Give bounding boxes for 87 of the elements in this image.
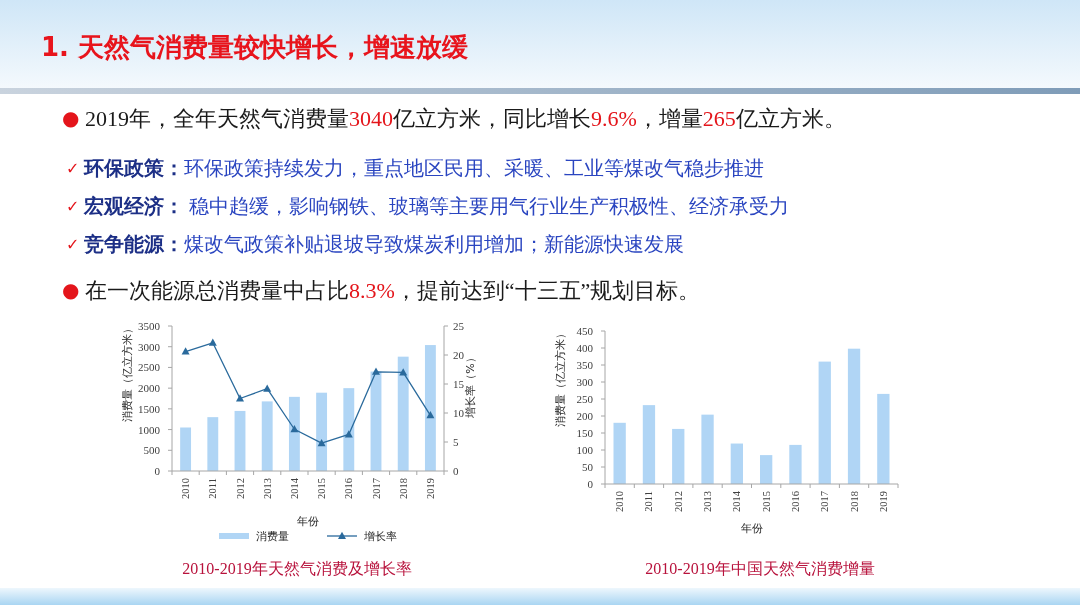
x-tick-label: 2019	[424, 478, 436, 499]
y-tick-label: 500	[143, 444, 161, 457]
bar	[424, 345, 436, 471]
y-tick-label: 150	[576, 427, 594, 439]
bar	[672, 428, 685, 484]
text: 2010-2019年天然气消费及增长率	[182, 559, 412, 577]
y-tick-label: 0	[587, 478, 594, 490]
point	[236, 394, 244, 402]
x-tick-label: 2010	[614, 491, 626, 512]
y-tick-label: 0	[154, 465, 161, 477]
x-tick-label: 2018	[397, 478, 409, 499]
x-tick-label: 2010	[180, 478, 192, 499]
y-tick-label: 350	[576, 359, 594, 371]
point	[290, 425, 299, 433]
x-axis-title: 年份	[297, 514, 319, 528]
x-tick-label: 2019	[877, 491, 889, 512]
point	[317, 438, 326, 447]
x-tick-label: 2014	[288, 477, 300, 499]
bar	[613, 422, 626, 484]
y-axis-title: 消费量（亿立方米）	[120, 322, 134, 422]
point	[372, 367, 380, 375]
y2-tick-label: 10	[453, 407, 465, 419]
bar	[180, 427, 192, 471]
x-tick-label: 2011	[207, 478, 219, 499]
x-tick-label: 2017	[819, 491, 831, 512]
y2-tick-label: 20	[453, 349, 465, 361]
x-tick-label: 2015	[316, 478, 328, 499]
bar	[207, 417, 219, 471]
text: ✓ 环保政策：环保政策持续发力，重点地区民用、采暖、工业等煤改气稳步推进	[66, 157, 765, 179]
point	[426, 411, 435, 419]
bar	[397, 356, 409, 471]
bar	[261, 401, 273, 471]
x-tick-label: 2013	[702, 491, 714, 512]
y-tick-label: 2000	[138, 382, 161, 395]
x-axis-title: 年份	[740, 521, 763, 535]
bar	[847, 348, 861, 484]
y2-tick-label: 5	[453, 436, 459, 448]
y-tick-label: 1000	[138, 423, 161, 436]
text: 2010-2019年中国天然气消费增量	[645, 559, 875, 577]
y-tick-label: 200	[576, 410, 594, 422]
y-tick-label: 3000	[138, 340, 161, 353]
bar	[877, 393, 890, 484]
y-tick-label: 2500	[138, 361, 161, 374]
text: 1. 天然气消费量较快增长，增速放缓	[41, 32, 469, 62]
y-axis-title: 消费量（亿立方米）	[553, 327, 567, 427]
y-tick-label: 400	[576, 342, 594, 354]
bar	[288, 396, 300, 471]
y2-tick-label: 0	[453, 465, 459, 477]
bar	[789, 444, 802, 484]
text: ● 2019年，全年天然气消费量3040亿立方米，同比增长9.6%，增量265亿立方米。	[62, 105, 846, 131]
bar	[343, 388, 355, 471]
x-tick-label: 2014	[731, 490, 743, 512]
y-tick-label: 100	[576, 444, 594, 456]
y2-tick-label: 25	[453, 320, 465, 332]
y2-axis-title: 增长率（%）	[463, 352, 477, 419]
y-tick-label: 50	[582, 461, 594, 473]
bar	[642, 405, 656, 484]
legend-label: 增长率	[363, 529, 397, 543]
text: ✓ 宏观经济： 稳中趋缓，影响钢铁、玻璃等主要用气行业生产积极性、经济承受力	[66, 195, 790, 217]
bar	[818, 361, 831, 484]
legend-label: 消费量	[256, 529, 289, 543]
x-tick-label: 2012	[234, 478, 246, 499]
y-tick-label: 3500	[138, 320, 161, 332]
x-tick-label: 2015	[760, 491, 772, 512]
bar	[730, 443, 743, 484]
bar	[316, 392, 328, 471]
point	[181, 347, 190, 355]
point	[399, 368, 408, 376]
point	[263, 384, 272, 392]
y-tick-label: 1500	[138, 402, 161, 415]
text: ✓ 竞争能源：煤改气政策补贴退坡导致煤炭利用增加；新能源快速发展	[66, 233, 685, 255]
x-tick-label: 2012	[672, 491, 684, 512]
y-tick-label: 450	[576, 325, 594, 337]
x-tick-label: 2013	[261, 478, 273, 499]
x-tick-label: 2016	[789, 491, 801, 512]
bar	[234, 410, 246, 471]
y2-tick-label: 15	[453, 378, 465, 390]
y-tick-label: 300	[576, 376, 594, 388]
x-tick-label: 2017	[370, 478, 382, 499]
x-tick-label: 2018	[848, 491, 860, 512]
y-tick-label: 250	[576, 393, 594, 405]
bar	[760, 455, 773, 484]
x-tick-label: 2011	[643, 491, 655, 512]
bar	[701, 414, 714, 484]
x-tick-label: 2016	[343, 478, 355, 499]
text: ● 在一次能源总消费量中占比8.3%，提前达到“十三五”规划目标。	[62, 277, 701, 303]
point	[208, 338, 217, 346]
